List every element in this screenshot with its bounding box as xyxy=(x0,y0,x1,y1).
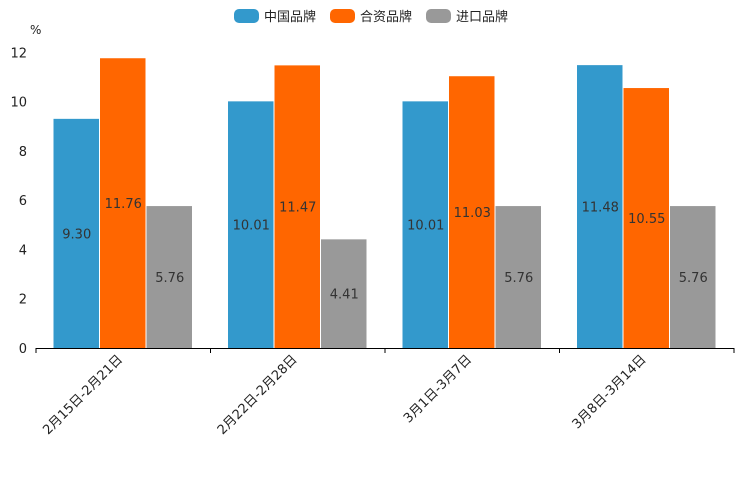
data-label: 10.01 xyxy=(407,219,444,234)
data-label: 10.01 xyxy=(233,219,270,234)
legend-label-2: 合资品牌 xyxy=(360,9,412,25)
y-axis-unit-label: % xyxy=(30,23,41,37)
y-tick-label: 12 xyxy=(10,46,27,61)
y-tick-label: 8 xyxy=(19,145,27,160)
bars xyxy=(53,58,716,349)
data-label: 5.76 xyxy=(504,271,533,286)
data-label: 5.76 xyxy=(679,271,708,286)
y-axis: 0 2 4 6 8 10 12 xyxy=(10,46,27,357)
data-labels: 9.30 10.01 10.01 11.48 11.76 11.47 11.03 10.55 5… xyxy=(62,197,707,303)
legend-swatch-1 xyxy=(234,9,259,23)
legend-swatch-2 xyxy=(330,9,355,23)
x-tick-label: 2月15日-2月21日 xyxy=(40,352,126,438)
x-tick-label: 3月8日-3月14日 xyxy=(570,352,650,432)
bar-series3-3 xyxy=(495,206,541,348)
legend: 中国品牌 合资品牌 进口品牌 xyxy=(234,9,508,25)
legend-label-1: 中国品牌 xyxy=(264,9,316,25)
legend-label-3: 进口品牌 xyxy=(456,9,508,25)
data-label: 4.41 xyxy=(330,288,359,303)
bar-series2-3 xyxy=(449,76,495,349)
legend-swatch-3 xyxy=(426,9,451,23)
bar-series3-2 xyxy=(321,239,367,348)
y-tick-label: 0 xyxy=(19,342,27,357)
bar-series2-4 xyxy=(623,88,669,348)
bar-series1-1 xyxy=(53,118,99,349)
x-tick-label: 3月1日-3月7日 xyxy=(401,352,475,426)
bar-series3-1 xyxy=(146,206,192,348)
data-label: 11.48 xyxy=(582,201,619,216)
data-label: 11.76 xyxy=(105,197,142,212)
x-tick-label: 2月22日-2月28日 xyxy=(215,352,301,438)
y-tick-label: 2 xyxy=(19,293,27,308)
x-axis: 2月15日-2月21日 2月22日-2月28日 3月1日-3月7日 3月8日-3月14… xyxy=(35,348,735,438)
bar-series1-4 xyxy=(577,65,623,348)
data-label: 10.55 xyxy=(628,212,665,227)
y-tick-label: 10 xyxy=(10,96,27,111)
y-tick-label: 6 xyxy=(19,194,27,209)
bar-series3-4 xyxy=(670,206,716,348)
bar-series2-2 xyxy=(274,65,320,348)
data-label: 9.30 xyxy=(62,227,91,242)
data-label: 5.76 xyxy=(155,271,184,286)
y-tick-label: 4 xyxy=(19,243,27,258)
bar-series2-1 xyxy=(100,58,146,348)
bar-series1-2 xyxy=(228,101,274,348)
data-label: 11.47 xyxy=(279,201,316,216)
bar-series1-3 xyxy=(402,101,448,348)
data-label: 11.03 xyxy=(454,206,491,221)
